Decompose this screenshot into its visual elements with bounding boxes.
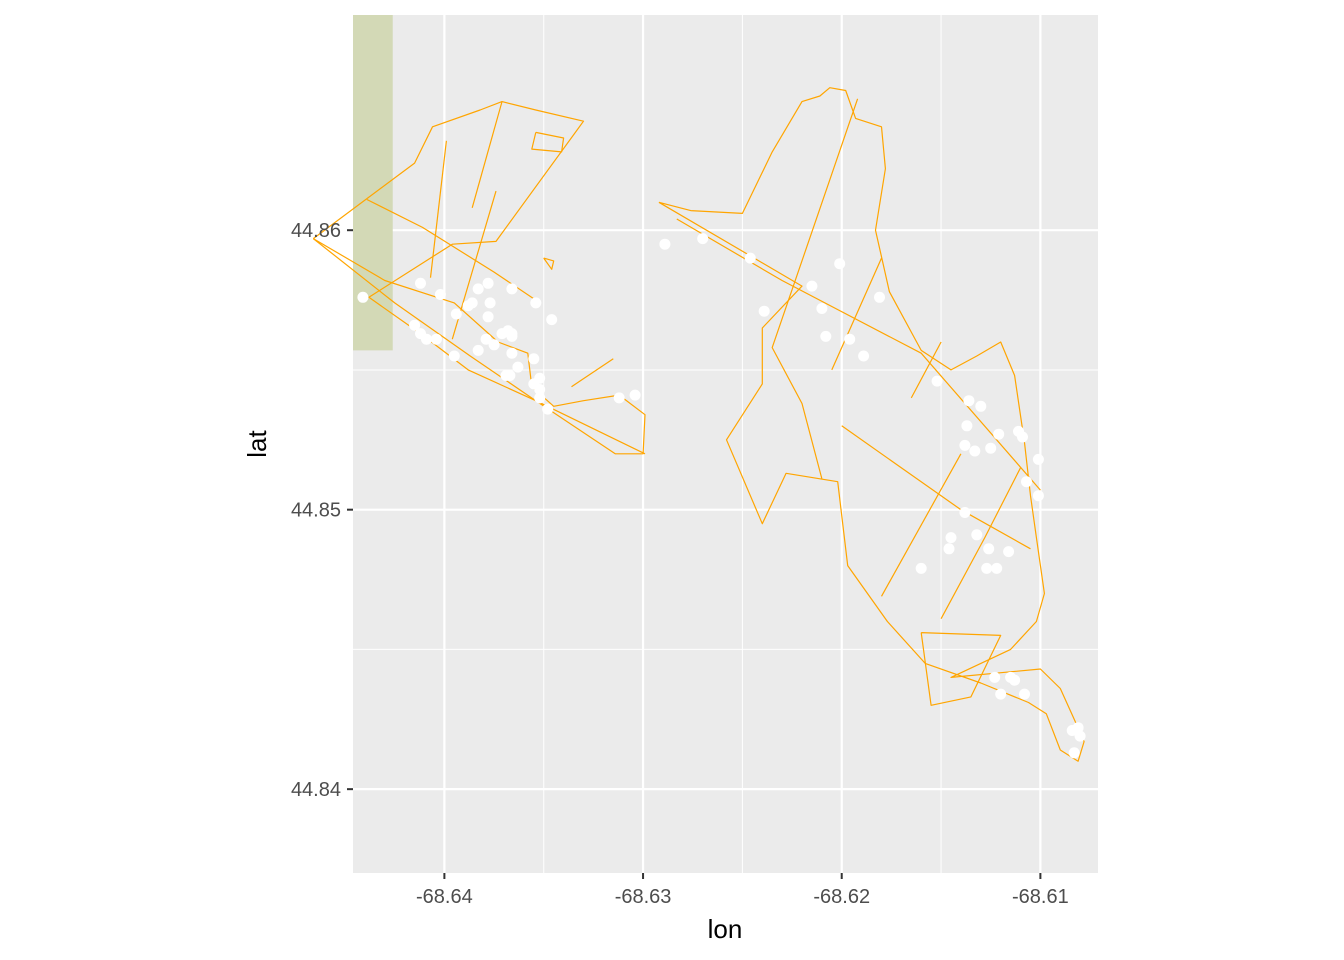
data-point-61 <box>915 562 927 574</box>
x-tick-label-2: -68.62 <box>813 886 870 908</box>
data-point-23 <box>534 384 546 395</box>
parcel-outline-8 <box>543 257 555 270</box>
parcel-outline-1 <box>312 238 646 455</box>
y-axis: 44.84 44.85 44.86 <box>291 220 353 801</box>
data-point-32 <box>506 330 518 342</box>
data-point-21 <box>534 392 546 404</box>
data-point-8 <box>450 308 462 320</box>
parcel-outline-5 <box>471 101 503 208</box>
data-point-11 <box>421 333 432 345</box>
data-point-36 <box>629 389 641 401</box>
data-point-35 <box>613 392 625 404</box>
data-point-66 <box>983 543 995 555</box>
parcel-outline-7 <box>531 131 565 153</box>
data-point-5 <box>482 277 494 289</box>
y-tick-label-0: 44.84 <box>291 779 341 801</box>
data-point-46 <box>858 350 870 362</box>
data-point-54 <box>959 439 971 451</box>
data-point-1 <box>415 277 426 289</box>
data-point-42 <box>806 280 818 292</box>
data-point-74 <box>1019 688 1030 700</box>
data-point-3 <box>472 283 484 295</box>
data-point-43 <box>816 303 828 314</box>
data-point-48 <box>931 375 943 387</box>
data-point-68 <box>1003 546 1015 558</box>
data-point-71 <box>1068 747 1080 759</box>
data-point-40 <box>758 305 770 317</box>
data-point-25 <box>482 311 494 323</box>
data-point-45 <box>844 333 856 345</box>
parcel-outline-9 <box>658 87 1085 762</box>
data-point-16 <box>506 347 518 359</box>
data-point-57 <box>1032 453 1044 465</box>
data-point-6 <box>484 297 496 309</box>
data-point-77 <box>1005 671 1017 683</box>
data-point-28 <box>530 297 542 309</box>
x-tick-label-1: -68.63 <box>615 886 672 908</box>
data-point-44 <box>820 330 832 342</box>
parcel-outline-6 <box>571 358 614 388</box>
data-point-52 <box>993 428 1005 440</box>
parcel-outline-13 <box>910 341 942 399</box>
data-point-34 <box>528 353 540 365</box>
data-point-64 <box>959 507 971 518</box>
data-point-63 <box>945 532 957 544</box>
data-point-47 <box>874 291 885 303</box>
y-tick-label-1: 44.85 <box>291 500 341 522</box>
parcel-outline-12 <box>831 257 883 371</box>
data-point-56 <box>961 420 973 432</box>
data-point-39 <box>744 252 756 264</box>
data-point-49 <box>963 395 975 407</box>
parcel-outline-11 <box>771 98 859 480</box>
parcel-outline-17 <box>920 632 1002 706</box>
y-tick-label-2: 44.86 <box>291 220 341 242</box>
data-point-2 <box>434 289 446 300</box>
data-point-15 <box>480 333 492 345</box>
data-point-53 <box>985 442 997 454</box>
plot-panel <box>312 15 1098 873</box>
data-point-29 <box>546 314 558 326</box>
data-point-69 <box>991 562 1003 574</box>
parcel-outline-3 <box>429 140 447 278</box>
data-point-18 <box>504 370 516 381</box>
data-point-24 <box>466 297 478 309</box>
data-point-14 <box>472 344 484 356</box>
data-point-22 <box>542 403 554 415</box>
data-point-60 <box>1032 490 1044 502</box>
data-point-37 <box>659 238 671 250</box>
data-point-33 <box>534 372 546 384</box>
data-point-0 <box>357 291 369 303</box>
x-tick-label-3: -68.61 <box>1012 886 1069 908</box>
data-point-72 <box>1074 730 1086 742</box>
data-points <box>357 233 1086 759</box>
x-axis-title: lon <box>708 914 743 944</box>
data-point-12 <box>430 333 442 345</box>
data-point-38 <box>697 233 709 245</box>
parcel-outline-16 <box>940 467 1022 619</box>
data-point-65 <box>971 529 983 541</box>
data-point-76 <box>989 671 1001 683</box>
parcel-outline-10 <box>676 218 1041 491</box>
panel-background <box>353 15 1098 873</box>
data-point-58 <box>1017 431 1028 443</box>
data-point-9 <box>409 319 421 331</box>
data-point-13 <box>448 350 460 362</box>
data-point-62 <box>943 543 955 555</box>
data-point-41 <box>834 258 846 270</box>
data-point-67 <box>981 562 993 574</box>
x-axis: -68.64 -68.63 -68.62 -68.61 <box>416 873 1069 908</box>
data-point-31 <box>488 339 500 351</box>
data-point-78 <box>995 688 1007 700</box>
data-point-4 <box>506 283 518 295</box>
data-point-50 <box>975 400 987 412</box>
data-point-73 <box>1072 722 1084 734</box>
data-point-19 <box>512 361 524 373</box>
x-tick-label-0: -68.64 <box>416 886 473 908</box>
parcel-outline-15 <box>880 453 962 597</box>
data-point-55 <box>969 445 981 457</box>
data-point-59 <box>1021 476 1032 488</box>
y-axis-title: lat <box>242 429 272 457</box>
parcel-outlines <box>312 87 1085 762</box>
